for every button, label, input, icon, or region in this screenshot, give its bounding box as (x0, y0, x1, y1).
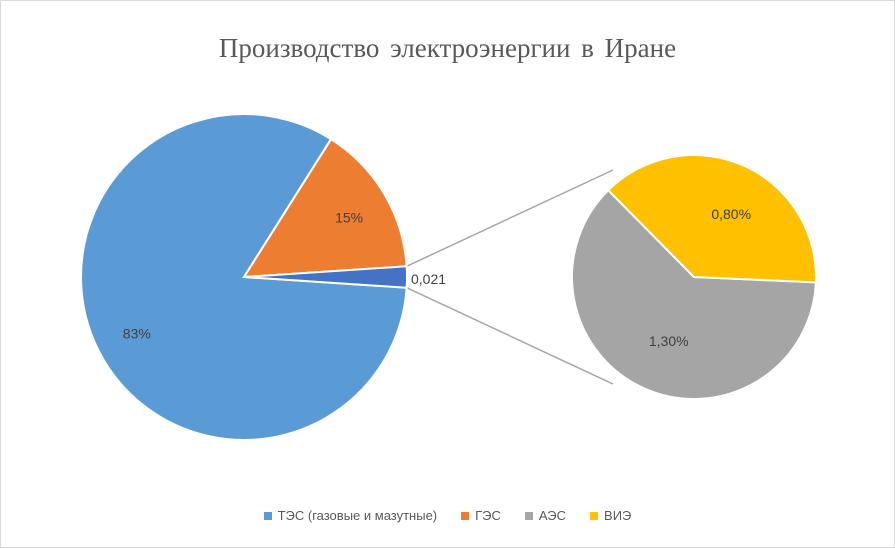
data-label-other: 0,021 (411, 271, 446, 287)
legend-item-vie: ВИЭ (590, 508, 631, 523)
legend-item-ges: ГЭС (461, 508, 501, 523)
legend-item-aes: АЭС (524, 508, 567, 523)
legend-swatch-vie (590, 511, 599, 520)
data-label-ges: 15% (335, 210, 363, 226)
slice-other (243, 265, 408, 289)
legend: ТЭС (газовые и мазутные) ГЭС АЭС ВИЭ (1, 508, 894, 523)
data-label-aes: 1,30% (649, 333, 689, 349)
legend-label-vie: ВИЭ (604, 508, 632, 523)
legend-swatch-tes (263, 511, 272, 520)
legend-item-tes: ТЭС (газовые и мазутные) (263, 508, 438, 523)
legend-swatch-aes (524, 511, 533, 520)
legend-label-aes: АЭС (538, 508, 567, 523)
legend-label-ges: ГЭС (475, 508, 501, 523)
slice-vie (606, 154, 817, 284)
data-label-vie: 0,80% (711, 206, 751, 222)
chart-title: Производство электроэнергии в Иране (218, 33, 677, 63)
legend-swatch-ges (461, 511, 470, 520)
connector-line-top (406, 169, 614, 267)
connector-line-bottom (406, 287, 614, 385)
data-label-tes: 83% (123, 326, 151, 342)
slice-ges (242, 137, 408, 279)
legend-label-tes: ТЭС (газовые и мазутные) (277, 508, 438, 523)
slice-aes (571, 188, 817, 400)
